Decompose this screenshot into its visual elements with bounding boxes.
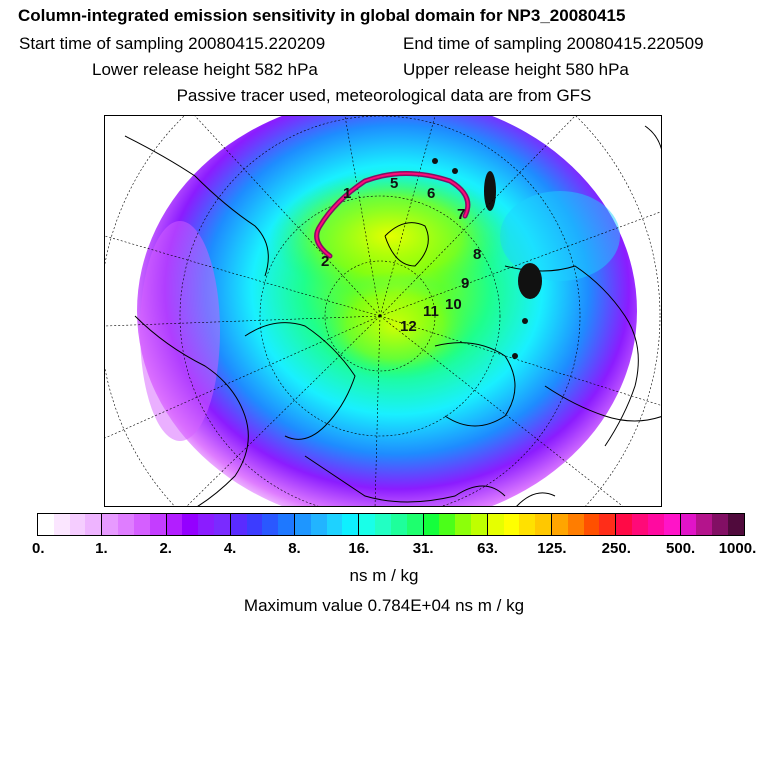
trajectory-label: 11	[423, 303, 439, 320]
colorbar-tick-label: 2.	[159, 540, 172, 557]
start-time-text: Start time of sampling 20080415.220209	[19, 34, 326, 53]
colorbar-segment	[390, 514, 407, 535]
lower-release-text: Lower release height 582 hPa	[92, 60, 318, 79]
end-time-text: End time of sampling 20080415.220509	[403, 34, 704, 53]
colorbar-segment	[696, 514, 713, 535]
colorbar	[37, 513, 745, 536]
colorbar-segment	[616, 514, 633, 535]
trajectory-label: 12	[400, 318, 417, 335]
colorbar-segment	[583, 514, 600, 535]
colorbar-tick-label: 0.	[31, 540, 45, 557]
colorbar-tick-label: 125.	[537, 540, 567, 557]
colorbar-tick-label: 1.	[95, 540, 108, 557]
colorbar-segment	[213, 514, 231, 535]
colorbar-tick-label: 500.	[666, 540, 696, 557]
colorbar-segment	[85, 514, 103, 535]
colorbar-segment	[133, 514, 150, 535]
colorbar-segment	[727, 514, 744, 535]
tracer-note: Passive tracer used, meteorological data…	[176, 86, 592, 105]
trajectory-label: 2	[321, 253, 329, 270]
trajectory-label: 10	[445, 296, 462, 313]
unit-label: ns m / kg	[349, 566, 419, 585]
coastlines	[124, 125, 661, 506]
trajectory-label: 5	[390, 175, 398, 192]
colorbar-segment	[295, 514, 311, 535]
dense-sources	[432, 158, 542, 359]
colorbar-segment	[647, 514, 664, 535]
colorbar-segment	[38, 514, 54, 535]
colorbar-segment	[439, 514, 456, 535]
colorbar-tick-label: 16.	[348, 540, 370, 557]
colorbar-segment	[455, 514, 471, 535]
colorbar-segment	[663, 514, 681, 535]
colorbar-segment	[102, 514, 119, 535]
colorbar-segment	[198, 514, 214, 535]
colorbar-segment	[406, 514, 424, 535]
colorbar-segment	[69, 514, 86, 535]
upper-release-text: Upper release height 580 hPa	[403, 60, 629, 79]
colorbar-segment	[599, 514, 617, 535]
colorbar-tick-label: 63.	[477, 540, 498, 557]
colorbar-tick-label: 8.	[288, 540, 301, 557]
maximum-value-text: Maximum value 0.784E+04 ns m / kg	[243, 596, 525, 615]
trajectory-label: 1	[343, 185, 351, 202]
trajectory-labels: 1 2 5 6 7 8 9 10 11 12	[321, 175, 481, 335]
colorbar-segment	[342, 514, 360, 535]
trajectory-path	[314, 171, 471, 259]
colorbar-segment	[230, 514, 247, 535]
colorbar-segment	[632, 514, 648, 535]
polar-stereographic-map: 1 2 5 6 7 8 9 10 11 12	[105, 116, 661, 506]
colorbar-tick-label: 4.	[223, 540, 237, 557]
colorbar-segment	[53, 514, 70, 535]
colorbar-segment	[149, 514, 167, 535]
trajectory-label: 9	[461, 275, 469, 292]
colorbar-segment	[246, 514, 263, 535]
colorbar-segment	[310, 514, 327, 535]
colorbar-segment	[118, 514, 134, 535]
emission-sensitivity-map: 1 2 5 6 7 8 9 10 11 12	[104, 115, 662, 507]
colorbar-segment	[567, 514, 584, 535]
colorbar-segment	[262, 514, 279, 535]
colorbar-segment	[359, 514, 376, 535]
colorbar-segment	[487, 514, 504, 535]
trajectory-label: 8	[473, 246, 481, 263]
colorbar-segment	[519, 514, 536, 535]
colorbar-segment	[278, 514, 295, 535]
trajectory-label: 6	[427, 185, 435, 202]
sensitivity-field	[137, 116, 637, 506]
colorbar-tick-label: 1000.	[718, 540, 757, 557]
colorbar-segment	[552, 514, 568, 535]
colorbar-segment	[680, 514, 697, 535]
colorbar-segment	[503, 514, 520, 535]
colorbar-segment	[182, 514, 199, 535]
colorbar-segment	[375, 514, 391, 535]
colorbar-segment	[326, 514, 343, 535]
plot-title: Column-integrated emission sensitivity i…	[18, 6, 626, 25]
graticule	[105, 116, 661, 506]
colorbar-tick-label: 250.	[601, 540, 631, 557]
colorbar-segment	[535, 514, 552, 535]
colorbar-tick-labels: 0. 1. 2. 4. 8. 16. 31. 63. 125. 250. 500. 1000.	[0, 540, 768, 560]
trajectory-label: 7	[457, 206, 465, 223]
colorbar-segment	[470, 514, 488, 535]
colorbar-segment	[712, 514, 728, 535]
colorbar-segment	[166, 514, 183, 535]
colorbar-segment	[423, 514, 440, 535]
colorbar-tick-label: 31.	[412, 540, 434, 557]
